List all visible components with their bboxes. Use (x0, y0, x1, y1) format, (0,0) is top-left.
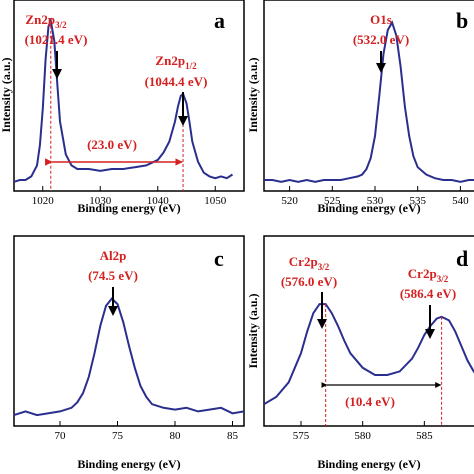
panel-c-spectrum-line (13, 297, 245, 417)
panel-a-frame (13, 0, 245, 192)
panel-d-letter: d (456, 246, 468, 271)
panel-a-peak2-value: (1044.4 eV) (145, 74, 208, 89)
panel-a-xtick-label: 1030 (89, 195, 112, 207)
panel-d-xtick-label: 585 (416, 430, 433, 442)
panel-a-peak2-name: Zn2p1/2 (155, 53, 197, 71)
panel-b-xtick-label: 530 (367, 195, 384, 207)
panel-b-ticks: 520 525 530 535 540 (281, 186, 469, 207)
panel-d-peak2-value: (586.4 eV) (400, 286, 456, 301)
panel-c-xtick-label: 70 (55, 430, 67, 442)
panel-b-ylabel: Intensity (a.u.) (246, 57, 260, 132)
panel-d-peak1-name: Cr2p3/2 (289, 254, 330, 272)
panel-a-xtick-label: 1040 (147, 195, 170, 207)
panel-b-peak-name: O1s (370, 12, 392, 27)
panel-c-xtick-label: 85 (227, 430, 239, 442)
panel-d-ylabel: Intensity (a.u.) (246, 293, 260, 368)
panel-b-letter: b (456, 8, 468, 33)
panel-c-ticks: 70 75 80 85 (55, 421, 239, 442)
panel-a-peak1-name: Zn2p3/2 (25, 12, 67, 30)
panel-a-xlabel: Binding energy (eV) (77, 201, 180, 215)
panel-c-letter: c (214, 246, 224, 271)
panel-b-xtick-label: 540 (452, 195, 469, 207)
panel-c: c Binding energy (eV) 70 75 80 85 Al2p (74.… (13, 235, 245, 471)
panel-d-peak1-value: (576.0 eV) (281, 274, 337, 289)
panel-b-peak-value: (532.0 eV) (353, 32, 409, 47)
panel-c-peak-value: (74.5 eV) (88, 268, 138, 283)
panel-d-ticks: 575 580 585 (293, 421, 433, 442)
panel-d: d Intensity (a.u.) Binding energy (eV) 5… (246, 235, 474, 471)
panel-b-xtick-label: 520 (281, 195, 298, 207)
panel-c-frame (13, 235, 245, 427)
panel-a-spectrum-line (13, 17, 234, 183)
panel-b-spectrum-line (264, 20, 474, 183)
panel-d-peak2-name: Cr2p3/2 (408, 266, 449, 284)
panel-d-frame (263, 235, 474, 427)
panel-d-xtick-label: 580 (354, 430, 371, 442)
panel-d-span-label: (10.4 eV) (345, 394, 395, 409)
panel-b-xtick-label: 535 (409, 195, 426, 207)
panel-a-xtick-label: 1020 (32, 195, 55, 207)
panel-a: a Intensity (a.u.) Binding energy (eV) 1… (0, 0, 245, 215)
panel-a-peak1-value: (1021.4 eV) (25, 32, 88, 47)
panel-b-xlabel: Binding energy (eV) (317, 201, 420, 215)
panel-d-spectrum-line (263, 303, 474, 406)
panel-a-letter: a (214, 8, 225, 33)
panel-d-xlabel: Binding energy (eV) (317, 457, 420, 471)
panel-c-xtick-label: 80 (170, 430, 182, 442)
panel-b: b Intensity (a.u.) Binding energy (eV) 5… (246, 0, 474, 215)
panel-c-xtick-label: 75 (112, 430, 124, 442)
panel-c-xlabel: Binding energy (eV) (77, 457, 180, 471)
panel-a-span-label: (23.0 eV) (87, 137, 137, 152)
panel-a-ticks: 1020 1030 1040 1050 (32, 186, 227, 207)
panel-a-ylabel: Intensity (a.u.) (0, 57, 13, 132)
panel-d-xtick-label: 575 (293, 430, 310, 442)
panel-b-xtick-label: 525 (324, 195, 341, 207)
panel-a-xtick-label: 1050 (204, 195, 227, 207)
panel-c-peak-name: Al2p (100, 248, 127, 263)
